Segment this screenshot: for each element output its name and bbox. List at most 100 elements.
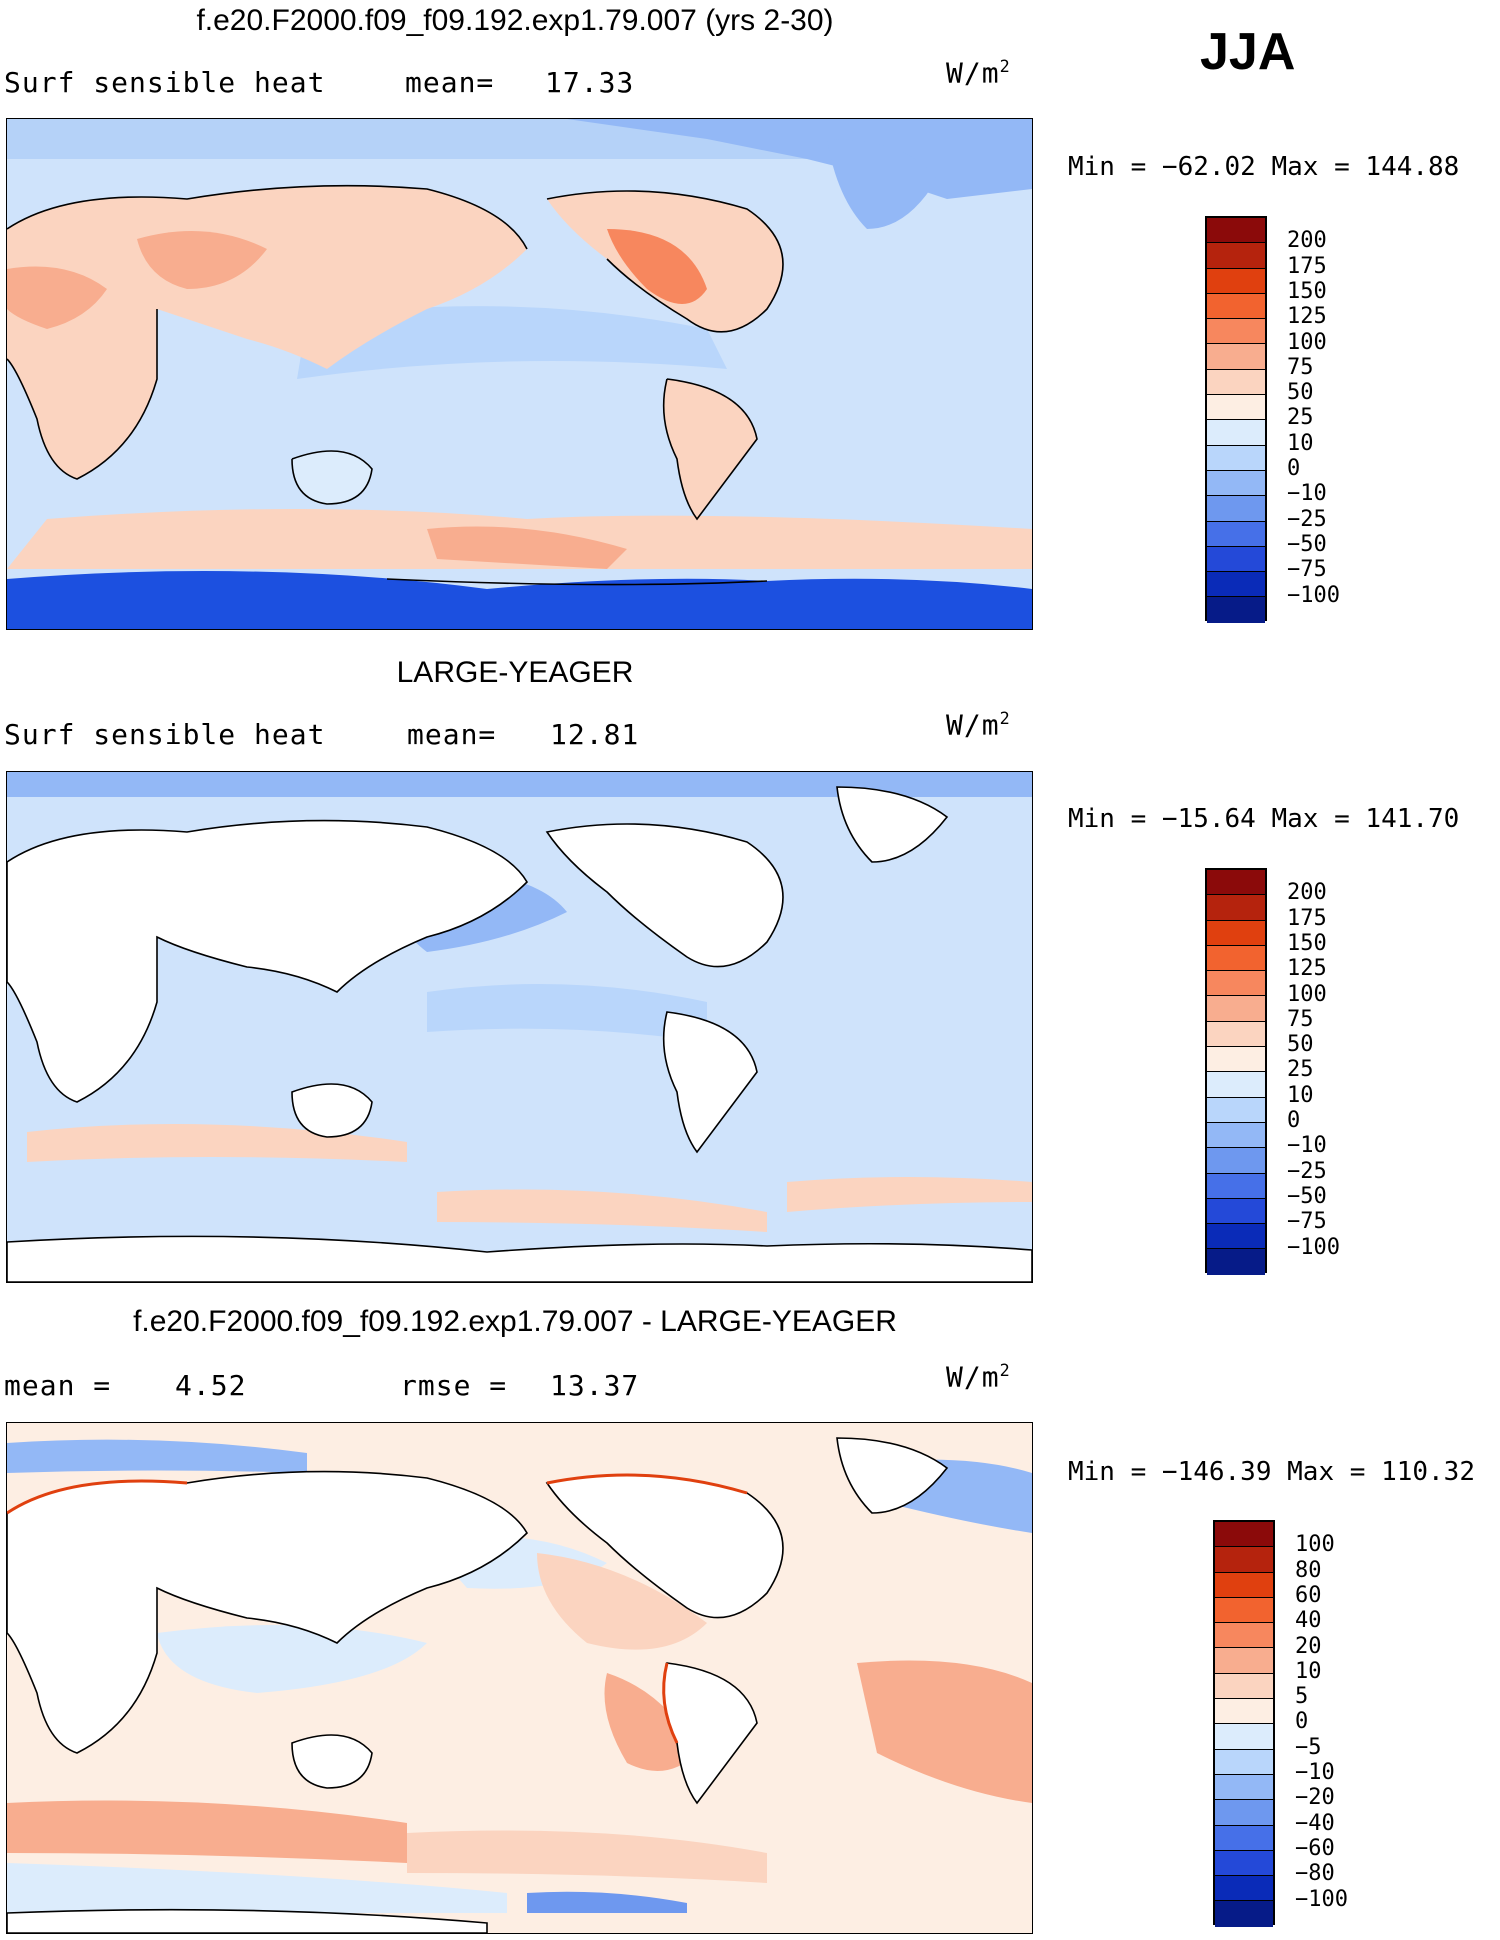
- colorbar-swatch: [1215, 1800, 1273, 1826]
- panel1-units: W/m2: [946, 56, 1011, 90]
- colorbar-swatch: [1207, 945, 1265, 972]
- colorbar-swatch: [1207, 1148, 1265, 1174]
- colorbar-tick-label: −10: [1287, 481, 1327, 507]
- colorbar-tick-label: 25: [1287, 405, 1314, 431]
- colorbar-tick-label: 50: [1287, 1032, 1314, 1058]
- colorbar-tick-label: −100: [1287, 582, 1340, 608]
- colorbar-tick-label: 100: [1295, 1532, 1335, 1558]
- panel1-mean-label: mean=: [405, 66, 495, 99]
- colorbar-swatch: [1207, 1072, 1265, 1098]
- colorbar-swatch: [1215, 1825, 1273, 1851]
- colorbar-tick-label: 200: [1287, 228, 1327, 254]
- colorbar-tick-label: 80: [1295, 1557, 1322, 1583]
- colorbar-swatch: [1207, 1122, 1265, 1149]
- colorbar-tick-label: 60: [1295, 1582, 1322, 1608]
- colorbar-swatch: [1215, 1648, 1273, 1674]
- colorbar-swatch: [1207, 1249, 1265, 1275]
- colorbar-swatch: [1215, 1724, 1273, 1750]
- colorbar-tick-label: 40: [1295, 1608, 1322, 1634]
- colorbar-tick-label: 175: [1287, 905, 1327, 931]
- colorbar-swatch: [1215, 1749, 1273, 1775]
- colorbar-swatch: [1207, 344, 1265, 370]
- panel2-units: W/m2: [946, 708, 1011, 742]
- panel1-mean-value: 17.33: [545, 66, 635, 99]
- colorbar-tick-label: 25: [1287, 1057, 1314, 1083]
- panel1-field-label: Surf sensible heat: [4, 66, 326, 99]
- colorbar-tick-label: 0: [1287, 456, 1301, 481]
- colorbar-tick-label: 0: [1287, 1108, 1301, 1133]
- colorbar-swatch: [1207, 496, 1265, 522]
- colorbar-swatch: [1207, 546, 1265, 573]
- panel3-mean-value: 4.52: [175, 1369, 247, 1402]
- colorbar-tick-label: 150: [1287, 278, 1327, 304]
- colorbar-swatch: [1215, 1774, 1273, 1801]
- panel2-title: LARGE-YEAGER: [396, 656, 634, 689]
- season-label: JJA: [1200, 23, 1296, 81]
- colorbar-tick-label: 75: [1287, 354, 1314, 380]
- panel2-field-label: Surf sensible heat: [4, 718, 326, 751]
- colorbar-swatch: [1215, 1699, 1273, 1725]
- colorbar-tick-label: 75: [1287, 1006, 1314, 1032]
- colorbar-tick-label: 5: [1295, 1684, 1309, 1710]
- colorbar-tick-label: −10: [1295, 1760, 1335, 1785]
- panel3-rmse-label: rmse =: [400, 1369, 508, 1402]
- panel3-title: f.e20.F2000.f09_f09.192.exp1.79.007 - LA…: [133, 1305, 897, 1338]
- colorbar-tick-label: −50: [1287, 531, 1327, 557]
- colorbar-tick-label: −75: [1287, 1209, 1327, 1235]
- colorbar-swatch: [1207, 420, 1265, 446]
- colorbar-swatch: [1207, 1224, 1265, 1250]
- colorbar-tick-label: 10: [1287, 430, 1314, 456]
- colorbar-swatch: [1207, 319, 1265, 345]
- panel3-map: [6, 1422, 1033, 1934]
- colorbar-tick-label: 125: [1287, 304, 1327, 330]
- colorbar-tick-label: −25: [1287, 1158, 1327, 1184]
- colorbar-tick-label: 0: [1295, 1709, 1309, 1735]
- colorbar-swatch: [1207, 218, 1265, 244]
- colorbar-tick-label: −80: [1295, 1861, 1335, 1887]
- colorbar-tick-label: −5: [1295, 1734, 1322, 1760]
- colorbar-swatch: [1207, 572, 1265, 598]
- colorbar-swatch: [1215, 1522, 1273, 1548]
- colorbar-swatch: [1207, 971, 1265, 997]
- colorbar-swatch: [1207, 369, 1265, 396]
- colorbar-swatch: [1215, 1597, 1273, 1624]
- colorbar-tick-label: −100: [1287, 1234, 1340, 1260]
- colorbar-tick-label: −20: [1295, 1785, 1335, 1811]
- colorbar-tick-label: 100: [1287, 329, 1327, 355]
- colorbar-swatch: [1207, 268, 1265, 294]
- colorbar-swatches: [1205, 216, 1267, 623]
- panel1-map: [6, 118, 1033, 630]
- colorbar-tick-label: 20: [1295, 1633, 1322, 1659]
- colorbar-swatch: [1207, 521, 1265, 547]
- colorbar-swatch: [1215, 1572, 1273, 1598]
- colorbar-tick-label: 200: [1287, 880, 1327, 906]
- colorbar-tick-label: 150: [1287, 930, 1327, 956]
- colorbar-swatch: [1207, 1021, 1265, 1048]
- colorbar-swatches: [1213, 1520, 1275, 1927]
- colorbar-swatch: [1207, 870, 1265, 896]
- colorbar-swatch: [1215, 1876, 1273, 1902]
- colorbar-tick-label: 50: [1287, 380, 1314, 406]
- colorbar-tick-label: −25: [1287, 506, 1327, 532]
- colorbar-swatch: [1207, 1097, 1265, 1123]
- colorbar-swatch: [1207, 445, 1265, 471]
- colorbar-tick-label: 125: [1287, 956, 1327, 982]
- colorbar-swatch: [1207, 395, 1265, 421]
- colorbar-swatch: [1215, 1623, 1273, 1649]
- colorbar-tick-label: −10: [1287, 1133, 1327, 1159]
- colorbar-swatch: [1207, 1198, 1265, 1225]
- panel3-units: W/m2: [946, 1360, 1011, 1394]
- colorbar-swatch: [1207, 470, 1265, 497]
- colorbar-tick-label: 10: [1295, 1658, 1322, 1684]
- colorbar-swatches: [1205, 868, 1267, 1275]
- colorbar-swatch: [1207, 597, 1265, 623]
- colorbar-swatch: [1207, 920, 1265, 946]
- colorbar-tick-label: −50: [1287, 1183, 1327, 1209]
- colorbar-tick-label: 10: [1287, 1082, 1314, 1108]
- colorbar-swatch: [1207, 243, 1265, 269]
- panel3-mean-label: mean =: [4, 1369, 112, 1402]
- panel3-rmse-value: 13.37: [550, 1369, 640, 1402]
- panel2-map: [6, 771, 1033, 1283]
- colorbar-swatch: [1207, 895, 1265, 921]
- colorbar-swatch: [1215, 1547, 1273, 1573]
